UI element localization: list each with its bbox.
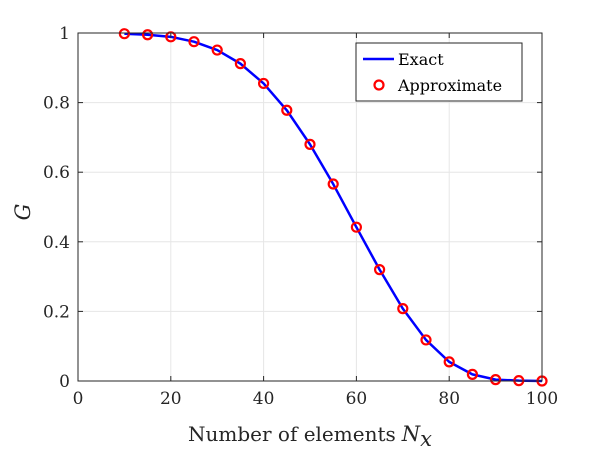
y-tick-label: 0.2 xyxy=(43,302,70,322)
data-point-approximate xyxy=(281,104,293,116)
x-axis-label: Number of elements Nx xyxy=(188,422,432,449)
y-tick-label: 1 xyxy=(59,24,70,44)
legend-approximate-label: Approximate xyxy=(397,76,502,95)
data-point-approximate xyxy=(350,221,362,233)
x-tick-label: 20 xyxy=(160,389,182,409)
y-tick-label: 0.6 xyxy=(43,163,70,183)
x-tick-label: 60 xyxy=(346,389,368,409)
data-point-approximate xyxy=(466,368,478,380)
data-point-approximate xyxy=(165,31,177,43)
data-point-approximate xyxy=(327,178,339,190)
x-tick-label: 0 xyxy=(73,389,84,409)
x-axis-label-text: Number of elements xyxy=(188,422,396,446)
ticks: 0 20 40 60 80 100 0 0.2 0.4 0.6 0.8 1 xyxy=(43,24,558,409)
legend: Exact Approximate xyxy=(355,42,523,102)
grid xyxy=(77,32,543,382)
x-tick-label: 80 xyxy=(438,389,460,409)
data-point-approximate xyxy=(118,28,131,40)
series-line-exact xyxy=(124,32,543,383)
legend-approximate-swatch xyxy=(373,79,385,91)
data-point-approximate xyxy=(142,29,154,41)
legend-exact-label: Exact xyxy=(398,50,444,69)
y-axis-label: G xyxy=(11,204,35,221)
data-point-approximate xyxy=(397,303,409,315)
data-point-approximate xyxy=(211,44,223,56)
y-tick-label: 0.8 xyxy=(43,94,70,114)
data-point-approximate xyxy=(420,334,432,346)
x-axis-label-symbol: N xyxy=(401,422,421,446)
y-tick-label: 0 xyxy=(59,372,70,392)
x-tick-label: 100 xyxy=(526,389,558,409)
data-point-approximate xyxy=(374,264,386,276)
data-point-approximate xyxy=(188,36,200,48)
x-axis-label-subscript: x xyxy=(420,427,432,449)
data-point-approximate xyxy=(234,58,246,70)
data-point-approximate xyxy=(443,356,455,368)
y-tick-label: 0.4 xyxy=(43,233,70,253)
data-point-approximate xyxy=(490,374,502,386)
data-point-approximate xyxy=(304,138,316,150)
x-tick-label: 40 xyxy=(253,389,275,409)
axes-box xyxy=(77,32,543,382)
data-point-approximate xyxy=(258,77,270,90)
legend-box xyxy=(355,42,523,102)
